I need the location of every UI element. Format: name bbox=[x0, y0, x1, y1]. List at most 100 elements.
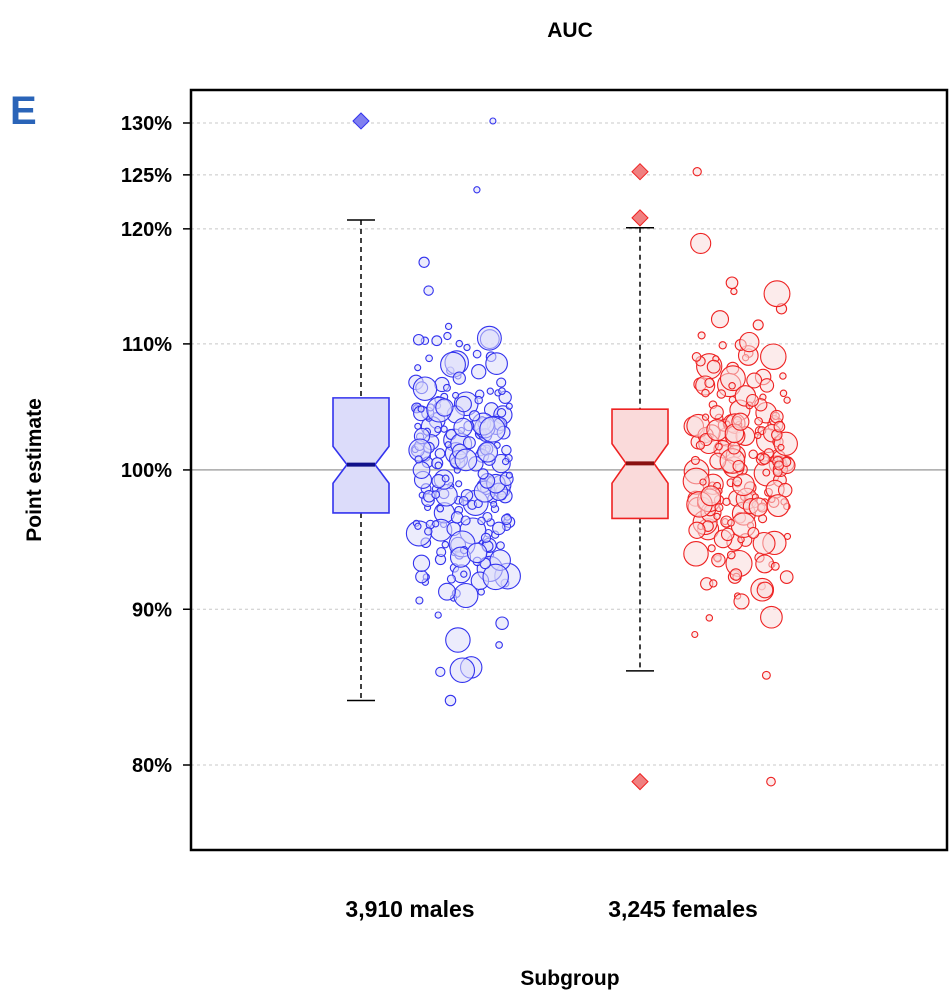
data-point bbox=[755, 554, 775, 574]
data-point bbox=[444, 694, 457, 707]
data-point bbox=[477, 441, 499, 463]
data-point bbox=[739, 331, 760, 353]
data-point bbox=[692, 167, 702, 177]
data-point bbox=[746, 372, 763, 389]
data-point bbox=[446, 574, 456, 584]
data-point bbox=[762, 468, 771, 477]
data-point bbox=[690, 232, 712, 254]
data-point bbox=[496, 408, 507, 418]
outlier-marker bbox=[631, 772, 649, 791]
y-tick-label: 100% bbox=[121, 460, 172, 482]
x-category-label: 3,245 females bbox=[608, 896, 758, 922]
panel-label: E bbox=[10, 89, 37, 133]
data-point bbox=[716, 389, 727, 399]
data-point bbox=[756, 581, 774, 599]
data-point bbox=[434, 425, 442, 434]
data-point bbox=[752, 531, 776, 555]
chart-title: AUC bbox=[547, 19, 593, 42]
data-point bbox=[412, 376, 438, 401]
y-axis-ticks: 80% 90% 100% 110% 120% 125% 130% bbox=[121, 113, 191, 777]
data-point bbox=[501, 457, 510, 466]
data-point bbox=[763, 280, 791, 308]
data-point bbox=[474, 395, 483, 405]
data-point bbox=[431, 335, 443, 347]
data-point bbox=[783, 396, 791, 404]
data-point bbox=[760, 343, 787, 370]
data-point bbox=[501, 444, 512, 456]
data-point bbox=[731, 412, 750, 431]
data-point bbox=[417, 405, 425, 413]
data-point bbox=[431, 490, 441, 499]
data-point bbox=[754, 431, 762, 440]
y-tick-label: 120% bbox=[121, 219, 172, 241]
x-category-label: 3,910 males bbox=[345, 896, 474, 922]
data-point bbox=[732, 476, 743, 487]
box-1 bbox=[611, 162, 669, 791]
data-point bbox=[746, 393, 759, 407]
data-point bbox=[699, 478, 707, 486]
data-point bbox=[438, 582, 456, 601]
data-point bbox=[766, 776, 776, 787]
data-point bbox=[415, 570, 429, 584]
data-point bbox=[690, 455, 700, 465]
data-point bbox=[415, 596, 424, 605]
data-point bbox=[432, 520, 440, 528]
data-point bbox=[779, 389, 788, 398]
data-point bbox=[492, 521, 506, 536]
data-point bbox=[434, 448, 446, 459]
data-point bbox=[688, 521, 706, 539]
data-point bbox=[453, 582, 479, 609]
data-point bbox=[496, 377, 507, 388]
data-point bbox=[489, 117, 497, 125]
data-point bbox=[766, 494, 790, 518]
data-point bbox=[441, 540, 450, 549]
data-point bbox=[727, 441, 741, 455]
data-point bbox=[729, 568, 743, 581]
notched-box bbox=[332, 397, 390, 514]
data-point bbox=[707, 544, 716, 553]
data-point bbox=[714, 503, 724, 513]
data-point bbox=[725, 276, 739, 290]
data-point bbox=[449, 657, 476, 683]
data-point bbox=[748, 449, 758, 460]
data-point bbox=[435, 666, 446, 678]
data-point bbox=[482, 563, 509, 591]
outlier-marker bbox=[631, 162, 649, 181]
data-point bbox=[435, 398, 454, 417]
data-point bbox=[453, 417, 473, 438]
data-point bbox=[718, 341, 727, 350]
data-point bbox=[773, 420, 786, 433]
data-point bbox=[683, 541, 709, 567]
data-point bbox=[414, 522, 422, 530]
data-point bbox=[706, 419, 729, 442]
data-point bbox=[730, 287, 738, 296]
data-point bbox=[436, 504, 445, 513]
x-axis-categories: 3,910 males 3,245 females bbox=[345, 896, 757, 922]
data-point bbox=[434, 611, 442, 619]
data-point bbox=[477, 516, 486, 526]
data-point bbox=[783, 532, 792, 540]
data-point bbox=[463, 343, 471, 352]
data-point bbox=[445, 627, 471, 653]
data-point bbox=[418, 256, 430, 268]
data-point bbox=[706, 359, 721, 374]
data-point bbox=[726, 550, 736, 560]
data-point bbox=[480, 532, 492, 544]
outlier-marker bbox=[352, 112, 370, 130]
data-point bbox=[498, 387, 506, 395]
data-point bbox=[769, 409, 784, 424]
data-point bbox=[462, 436, 476, 450]
data-point bbox=[709, 579, 718, 588]
data-point bbox=[477, 468, 489, 480]
data-point bbox=[444, 322, 453, 331]
data-point bbox=[759, 378, 775, 393]
data-point bbox=[455, 480, 463, 488]
data-point bbox=[719, 365, 746, 392]
data-point bbox=[496, 541, 505, 550]
data-point bbox=[505, 471, 513, 479]
data-point bbox=[472, 349, 482, 359]
data-point bbox=[733, 593, 750, 610]
data-point bbox=[441, 474, 450, 483]
data-point bbox=[747, 526, 760, 539]
